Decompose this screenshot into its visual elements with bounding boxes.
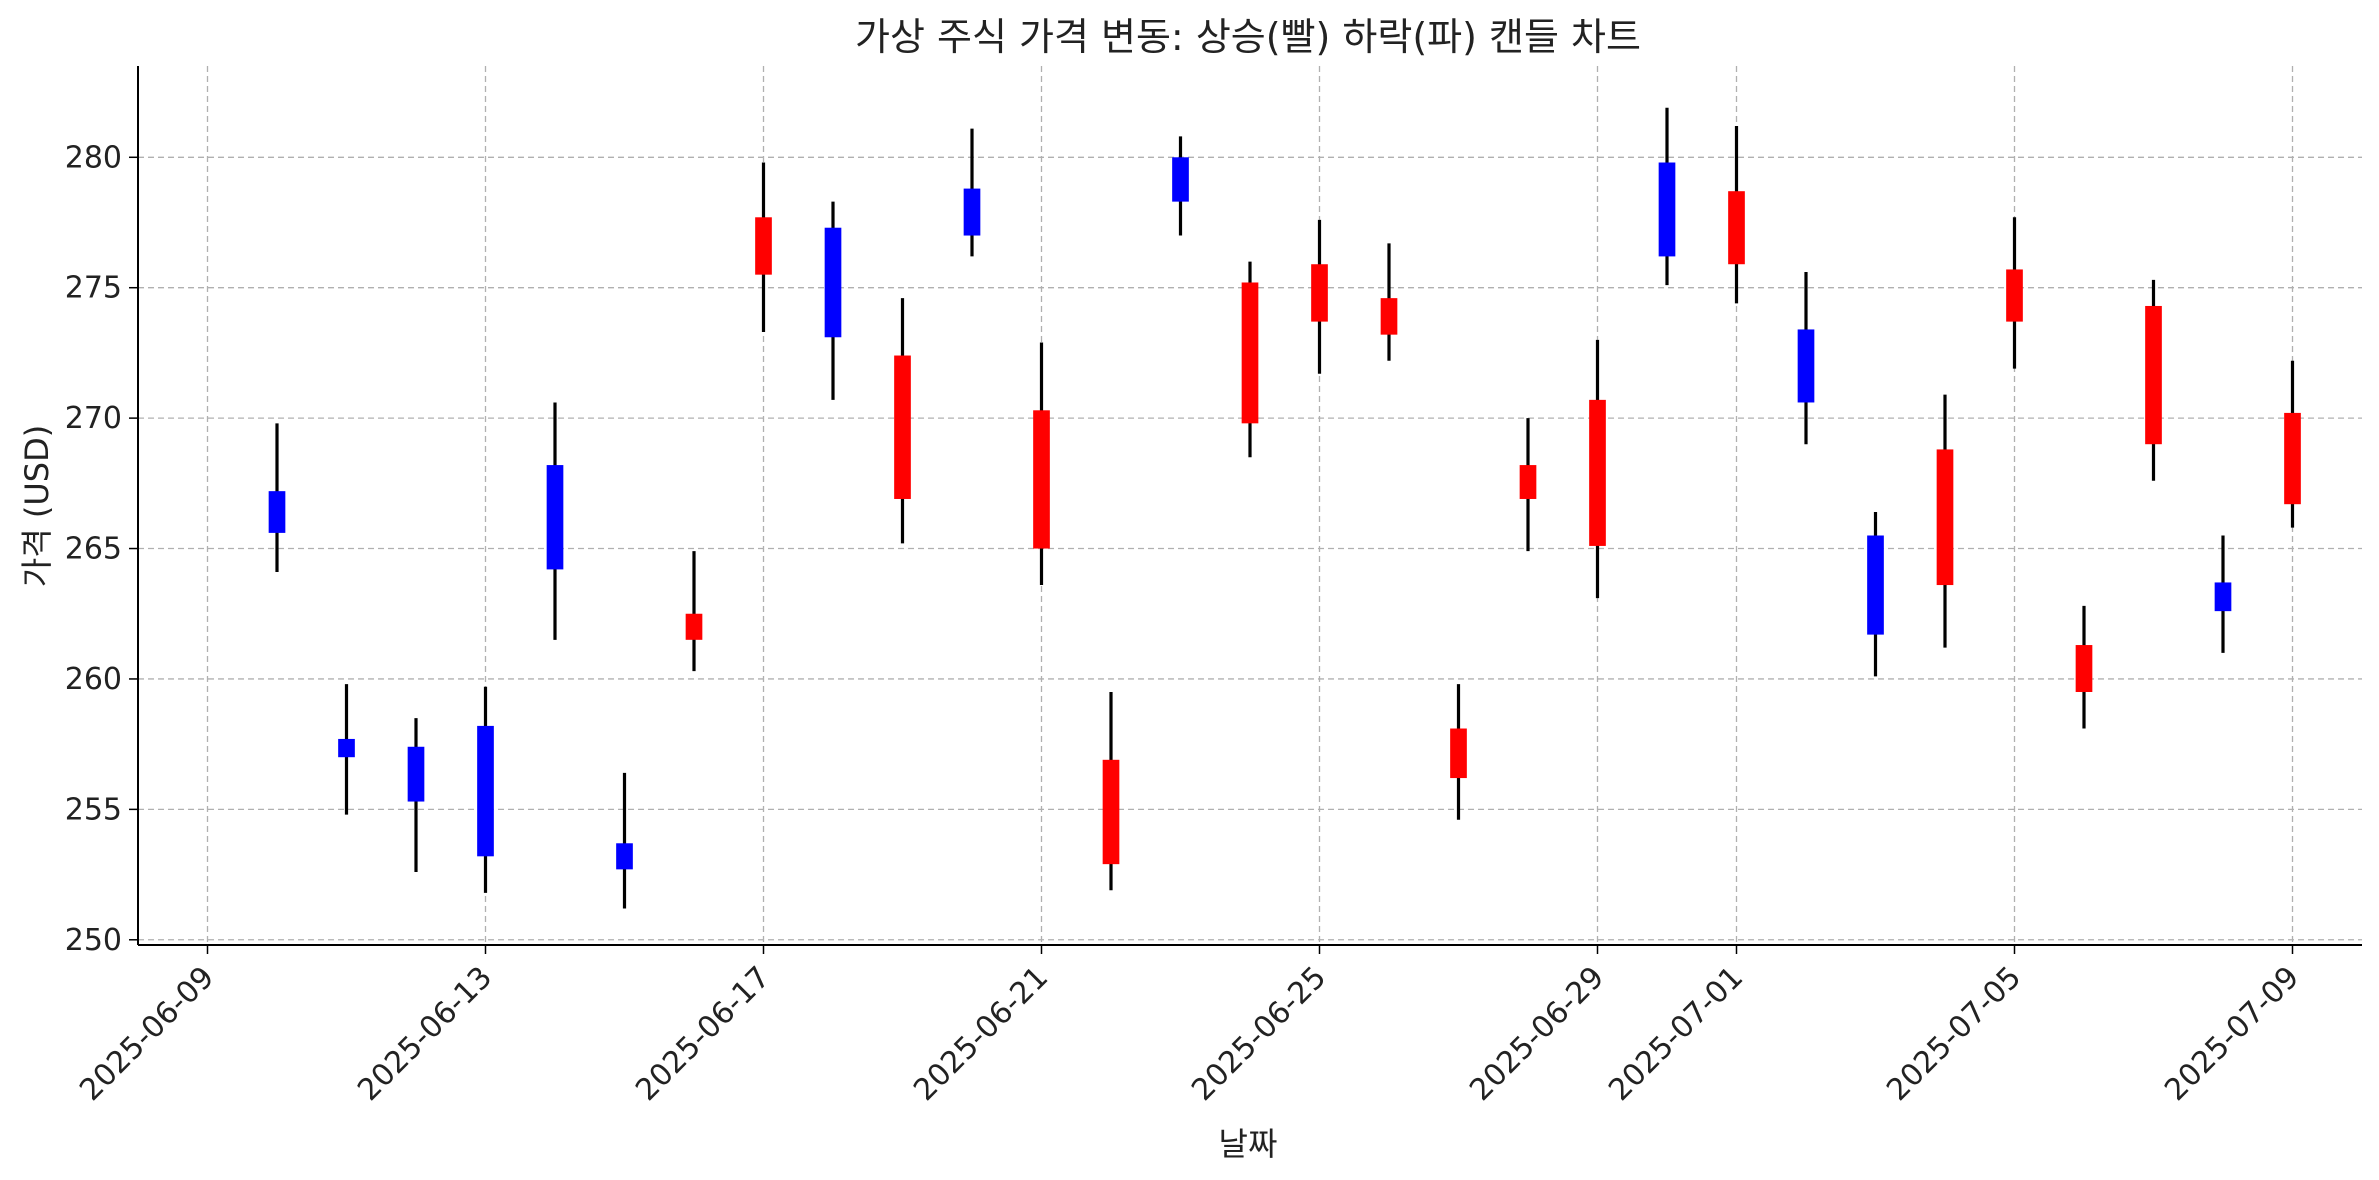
candle-body-down (477, 725, 494, 857)
candle-body-up (2006, 269, 2023, 322)
candle-body-up (894, 355, 911, 499)
candle-body-down (1658, 162, 1676, 257)
y-tick-label: 260 (65, 662, 122, 697)
candle-body-down (616, 843, 633, 870)
candle-body-down (824, 227, 842, 338)
y-tick-label: 275 (65, 271, 122, 306)
y-tick-label: 255 (65, 792, 122, 827)
x-tick-label: 2025-06-17 (629, 960, 777, 1108)
candle-body-down (338, 738, 355, 758)
candle-body-up (685, 613, 703, 640)
y-tick-label: 265 (65, 532, 122, 567)
candle-body-down (1172, 157, 1189, 202)
candle-body-up (2284, 412, 2301, 505)
candle-body-down (1867, 535, 1884, 635)
x-axis-title: 날짜 (1219, 1125, 1278, 1163)
candle-body-up (1311, 264, 1328, 322)
x-tick-label: 2025-07-01 (1602, 960, 1750, 1108)
candle-body-up (1519, 465, 1537, 499)
candle-body-down (2214, 582, 2232, 612)
candle-body-down (963, 188, 981, 236)
candle-body-down (268, 491, 286, 533)
chart-title: 가상 주식 가격 변동: 상승(빨) 하락(파) 캔들 차트 (855, 15, 1641, 59)
x-tick-label: 2025-07-05 (1880, 960, 2028, 1108)
y-axis-title: 가격 (USD) (18, 425, 56, 587)
candle-body-down (407, 746, 425, 802)
candle-body-down (546, 465, 564, 570)
candle-layer (268, 107, 2301, 909)
candle-body-up (1380, 298, 1398, 335)
y-tick-label: 250 (65, 923, 122, 958)
candle-body-up (1936, 449, 1954, 586)
y-tick-label: 270 (65, 401, 122, 436)
x-tick-label: 2025-06-09 (73, 960, 221, 1108)
x-tick-label: 2025-07-09 (2158, 960, 2306, 1108)
candle-body-up (1102, 759, 1120, 865)
candle-body-up (2145, 305, 2162, 445)
candle-body-up (1589, 399, 1606, 546)
x-tick-label: 2025-06-21 (907, 960, 1055, 1108)
candle-body-up (1033, 410, 1050, 549)
candle-body-up (1241, 282, 1259, 424)
x-tick-label: 2025-06-29 (1463, 960, 1611, 1108)
candle-body-down (1797, 329, 1815, 403)
x-tick-label: 2025-06-13 (351, 960, 499, 1108)
candle-body-up (1450, 728, 1467, 779)
axes-layer: 250 255 260 265 270 275 280 2025-06-09 2025-06-1… (65, 66, 2362, 1108)
candle-body-up (755, 217, 772, 275)
x-tick-label: 2025-06-25 (1185, 960, 1333, 1108)
y-tick-label: 280 (65, 140, 122, 175)
candle-body-up (1728, 191, 1745, 265)
candle-body-up (2075, 645, 2093, 692)
grid-layer (138, 66, 2362, 945)
